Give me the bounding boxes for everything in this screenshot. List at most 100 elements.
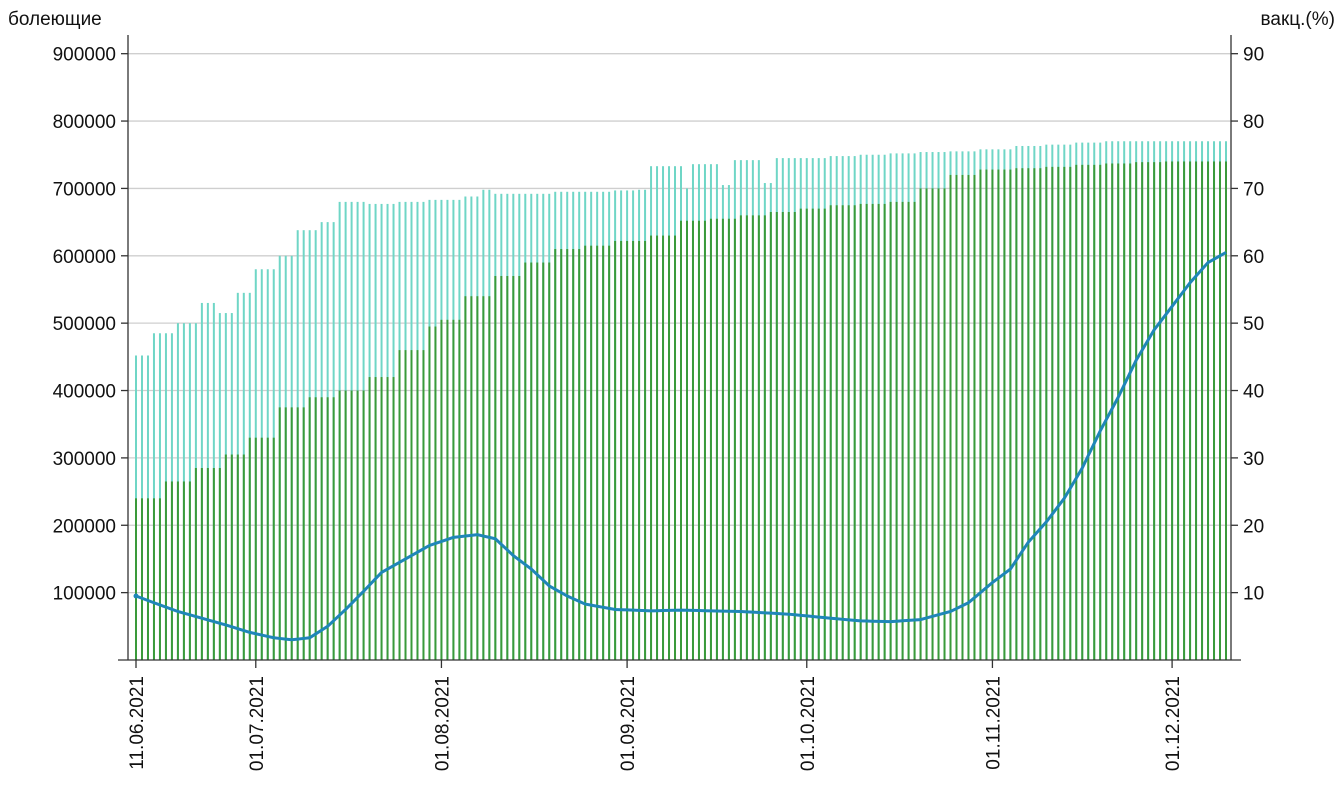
green-bar: [739, 215, 742, 660]
green-bar: [721, 218, 724, 661]
green-bar: [206, 468, 209, 660]
green-bar: [1219, 161, 1222, 660]
left-axis-ticks: 100000 200000 300000 400000 500000 600000 7000…: [53, 45, 128, 605]
green-bar: [997, 169, 1000, 660]
green-bar: [865, 203, 868, 661]
green-bar: [1099, 164, 1102, 660]
green-bar: [182, 481, 185, 660]
green-bar: [883, 203, 886, 661]
green-bar: [955, 174, 958, 660]
green-bar: [1159, 162, 1162, 660]
green-bar: [775, 212, 778, 660]
green-bar: [674, 235, 677, 660]
green-bar: [985, 169, 988, 660]
green-bar: [548, 262, 551, 660]
green-bar: [1207, 161, 1210, 660]
green-bar: [1111, 163, 1114, 661]
green-bar: [913, 201, 916, 660]
green-bar: [931, 188, 934, 661]
axes: [118, 35, 1241, 661]
green-bar: [446, 319, 449, 660]
green-bar: [715, 218, 718, 661]
green-bar: [620, 240, 623, 660]
green-bar: [979, 169, 982, 660]
green-bar: [1087, 164, 1090, 660]
green-bar: [961, 174, 964, 660]
green-bar: [194, 468, 197, 660]
green-bar: [949, 174, 952, 660]
green-bar: [919, 188, 922, 661]
x-tick-label: 01.10.2021: [798, 676, 819, 771]
green-bar: [452, 319, 455, 660]
green-bar: [1225, 161, 1227, 660]
green-bar: [500, 276, 503, 660]
green-bar: [320, 397, 323, 660]
green-bar: [1045, 166, 1048, 661]
green-bar: [1021, 168, 1024, 660]
green-bar: [1069, 166, 1072, 661]
green-bar: [260, 437, 263, 660]
green-bar: [362, 390, 365, 660]
green-bar: [296, 407, 299, 660]
green-bar: [164, 481, 167, 660]
green-bar: [817, 208, 820, 660]
x-tick-label: 01.12.2021: [1163, 676, 1184, 771]
green-bar: [685, 220, 688, 660]
green-bar: [135, 498, 137, 660]
green-bar: [524, 262, 527, 660]
right-tick-label: 70: [1243, 179, 1264, 200]
green-bar: [512, 276, 515, 660]
green-bar: [1183, 161, 1186, 660]
green-bar: [859, 203, 862, 661]
grid-lines: [128, 53, 1231, 594]
green-bar: [1213, 161, 1216, 660]
green-bar: [1105, 163, 1108, 661]
green-bar: [1123, 163, 1126, 661]
green-bar: [464, 296, 467, 660]
green-bar: [488, 296, 491, 660]
x-axis-ticks: 11.06.2021 01.07.2021 01.08.2021 01.09.2021…: [127, 660, 1184, 771]
green-bar: [1081, 164, 1084, 660]
green-bar: [632, 240, 635, 660]
green-bar: [769, 212, 772, 660]
green-bar: [973, 174, 976, 660]
green-bar: [284, 407, 287, 660]
green-bar: [1075, 164, 1078, 660]
green-bar: [404, 350, 407, 660]
green-bar: [536, 262, 539, 660]
green-bar: [152, 498, 155, 660]
green-bar: [506, 276, 509, 660]
green-bar: [877, 203, 880, 661]
green-bar: [691, 220, 694, 660]
green-bar: [230, 454, 233, 660]
green-bar: [733, 218, 736, 661]
green-bar: [763, 215, 766, 660]
x-tick-label: 01.08.2021: [432, 676, 453, 771]
green-bar: [572, 249, 575, 661]
green-bar: [937, 188, 940, 661]
green-bar: [943, 188, 946, 661]
green-bar: [799, 208, 802, 660]
green-bar: [1063, 166, 1066, 661]
green-bar: [290, 407, 293, 660]
green-bar: [368, 377, 371, 660]
green-bar: [1201, 161, 1204, 660]
right-tick-label: 50: [1243, 314, 1264, 335]
cyan-bar: [158, 333, 161, 660]
green-bar: [398, 350, 401, 660]
green-bar: [745, 215, 748, 660]
x-tick-label: 11.06.2021: [127, 676, 148, 770]
green-bar: [242, 454, 245, 660]
green-bar: [170, 481, 173, 660]
green-bar: [1171, 161, 1174, 660]
green-bar: [248, 437, 251, 660]
green-bar: [560, 249, 563, 661]
green-bar: [614, 240, 617, 660]
x-tick-label: 01.07.2021: [247, 676, 268, 771]
green-bar: [308, 397, 311, 660]
right-tick-label: 30: [1243, 449, 1264, 470]
green-bar: [1153, 162, 1156, 660]
green-bar: [440, 319, 443, 660]
green-bar: [697, 220, 700, 660]
